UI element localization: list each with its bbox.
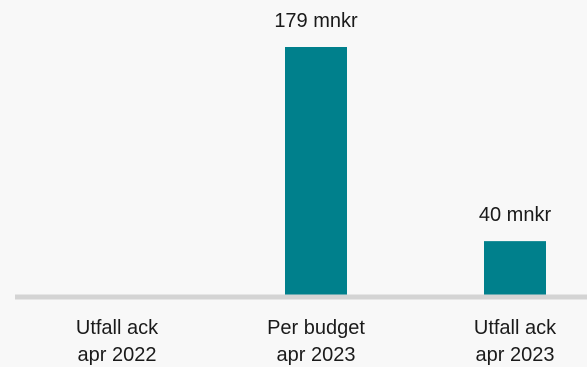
bars-group: [285, 47, 546, 297]
category-labels-group: Utfall ack apr 2022 Per budget apr 2023 Utfa…: [76, 317, 557, 366]
bar-2: [285, 47, 347, 297]
category-label-1-line-2: apr 2022: [78, 344, 157, 366]
data-label-3: 40 mnkr: [479, 204, 552, 226]
data-labels-group: 179 mnkr 40 mnkr: [274, 10, 551, 226]
category-label-3-line-1: Utfall ack: [474, 317, 557, 339]
category-label-2-line-1: Per budget: [267, 317, 365, 339]
category-label-2-line-2: apr 2023: [277, 344, 356, 366]
data-label-2: 179 mnkr: [274, 10, 358, 32]
bar-3: [484, 241, 546, 297]
category-label-1-line-1: Utfall ack: [76, 317, 159, 339]
category-label-3-line-2: apr 2023: [476, 344, 555, 366]
